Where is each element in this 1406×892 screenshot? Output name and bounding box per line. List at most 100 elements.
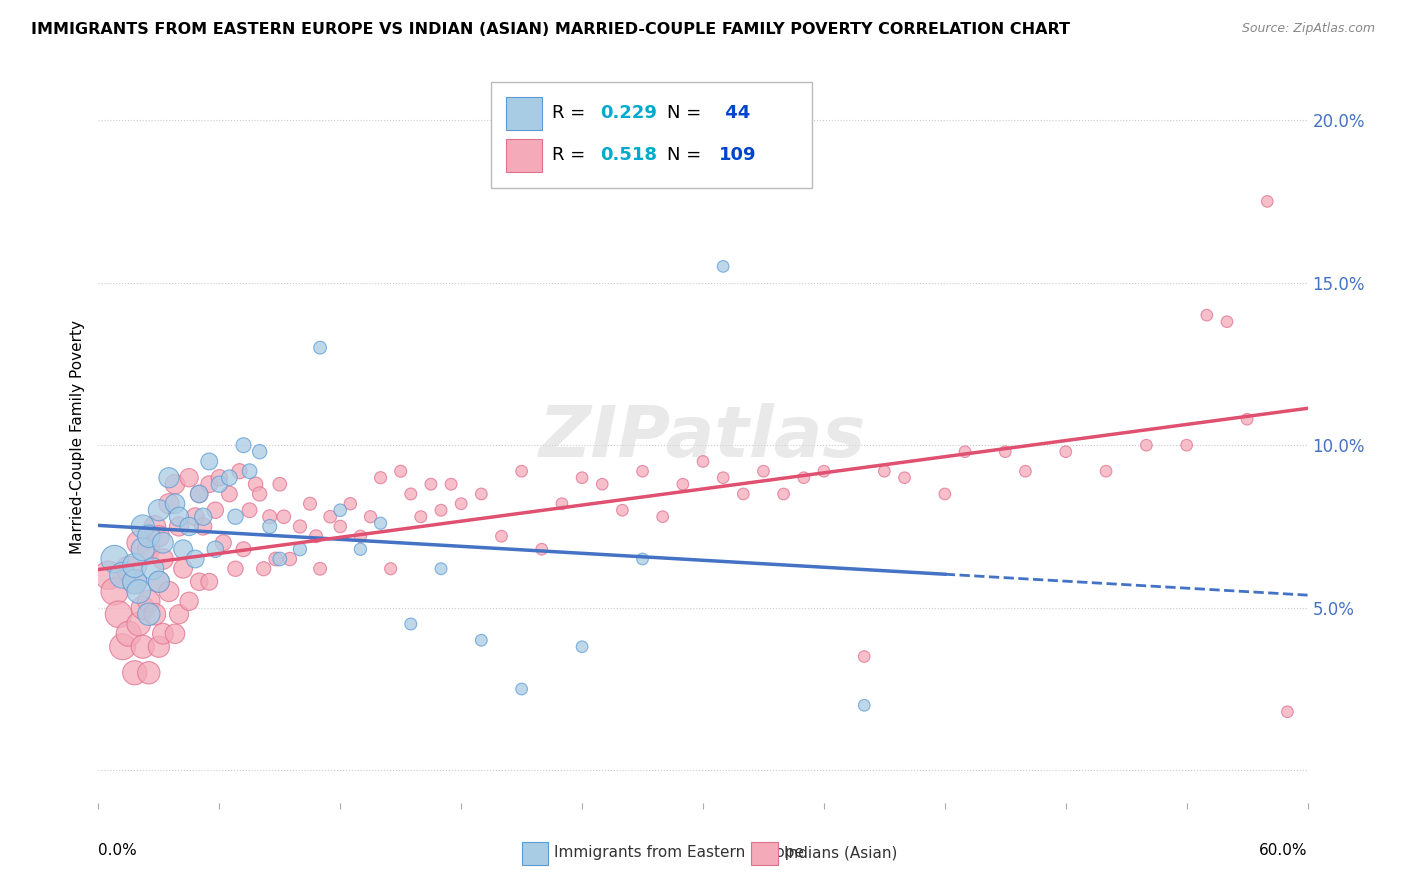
Text: R =: R = — [551, 104, 591, 122]
Text: 60.0%: 60.0% — [1260, 843, 1308, 858]
Point — [249, 487, 271, 501]
Point — [138, 594, 160, 608]
Point — [349, 529, 371, 543]
Point — [128, 584, 150, 599]
Point — [208, 477, 231, 491]
Point — [204, 542, 226, 557]
Point — [167, 519, 190, 533]
Point — [167, 509, 190, 524]
Point — [259, 519, 281, 533]
FancyBboxPatch shape — [522, 841, 548, 865]
Point — [551, 497, 574, 511]
Text: 0.229: 0.229 — [600, 104, 657, 122]
Point — [470, 487, 492, 501]
Point — [278, 552, 301, 566]
Point — [1175, 438, 1198, 452]
Point — [450, 497, 472, 511]
Point — [157, 584, 180, 599]
Point — [148, 574, 170, 589]
Point — [1256, 194, 1278, 209]
FancyBboxPatch shape — [751, 841, 778, 865]
Point — [132, 542, 155, 557]
Point — [152, 535, 174, 549]
Point — [172, 562, 194, 576]
Point — [1135, 438, 1157, 452]
Point — [157, 471, 180, 485]
Point — [179, 471, 201, 485]
Point — [651, 509, 673, 524]
FancyBboxPatch shape — [506, 96, 543, 129]
Point — [288, 542, 311, 557]
Point — [143, 519, 166, 533]
Point — [349, 542, 371, 557]
Point — [259, 509, 281, 524]
Point — [631, 552, 654, 566]
Point — [1195, 308, 1218, 322]
Point — [142, 562, 165, 576]
Point — [249, 444, 271, 458]
Point — [571, 640, 593, 654]
Point — [264, 552, 287, 566]
Text: Source: ZipAtlas.com: Source: ZipAtlas.com — [1241, 22, 1375, 36]
Point — [672, 477, 695, 491]
Point — [571, 471, 593, 485]
Point — [138, 665, 160, 680]
Point — [1054, 444, 1077, 458]
Point — [163, 497, 186, 511]
Text: Indians (Asian): Indians (Asian) — [785, 845, 897, 860]
Point — [232, 542, 254, 557]
Point — [319, 509, 342, 524]
Point — [172, 542, 194, 557]
Point — [218, 471, 240, 485]
Point — [111, 568, 134, 582]
Point — [143, 607, 166, 622]
Point — [198, 574, 221, 589]
Point — [152, 626, 174, 640]
Point — [430, 503, 453, 517]
Point — [1014, 464, 1036, 478]
Point — [288, 519, 311, 533]
Point — [184, 552, 207, 566]
Point — [380, 562, 402, 576]
Point — [510, 681, 533, 696]
Point — [228, 464, 250, 478]
Text: R =: R = — [551, 146, 591, 164]
Point — [188, 487, 211, 501]
Point — [184, 509, 207, 524]
Point — [152, 552, 174, 566]
Point — [111, 640, 134, 654]
Point — [389, 464, 412, 478]
Point — [470, 633, 492, 648]
Point — [269, 477, 291, 491]
Text: N =: N = — [666, 146, 707, 164]
Point — [218, 487, 240, 501]
Point — [163, 626, 186, 640]
Point — [232, 438, 254, 452]
Point — [733, 487, 755, 501]
Y-axis label: Married-Couple Family Poverty: Married-Couple Family Poverty — [70, 320, 86, 554]
Point — [124, 574, 146, 589]
Point — [193, 519, 215, 533]
Point — [118, 626, 141, 640]
Point — [188, 574, 211, 589]
Point — [1095, 464, 1118, 478]
Point — [309, 341, 332, 355]
Point — [132, 519, 155, 533]
Point — [124, 574, 146, 589]
Point — [97, 568, 120, 582]
Point — [138, 607, 160, 622]
Text: Immigrants from Eastern Europe: Immigrants from Eastern Europe — [554, 845, 804, 860]
Text: 0.0%: 0.0% — [98, 843, 138, 858]
Text: ZIPatlas: ZIPatlas — [540, 402, 866, 472]
Point — [132, 600, 155, 615]
Point — [339, 497, 361, 511]
Point — [491, 529, 513, 543]
Point — [360, 509, 382, 524]
Point — [813, 464, 835, 478]
Point — [430, 562, 453, 576]
Point — [128, 617, 150, 632]
Point — [1236, 412, 1258, 426]
Point — [128, 535, 150, 549]
Point — [612, 503, 634, 517]
Point — [994, 444, 1017, 458]
